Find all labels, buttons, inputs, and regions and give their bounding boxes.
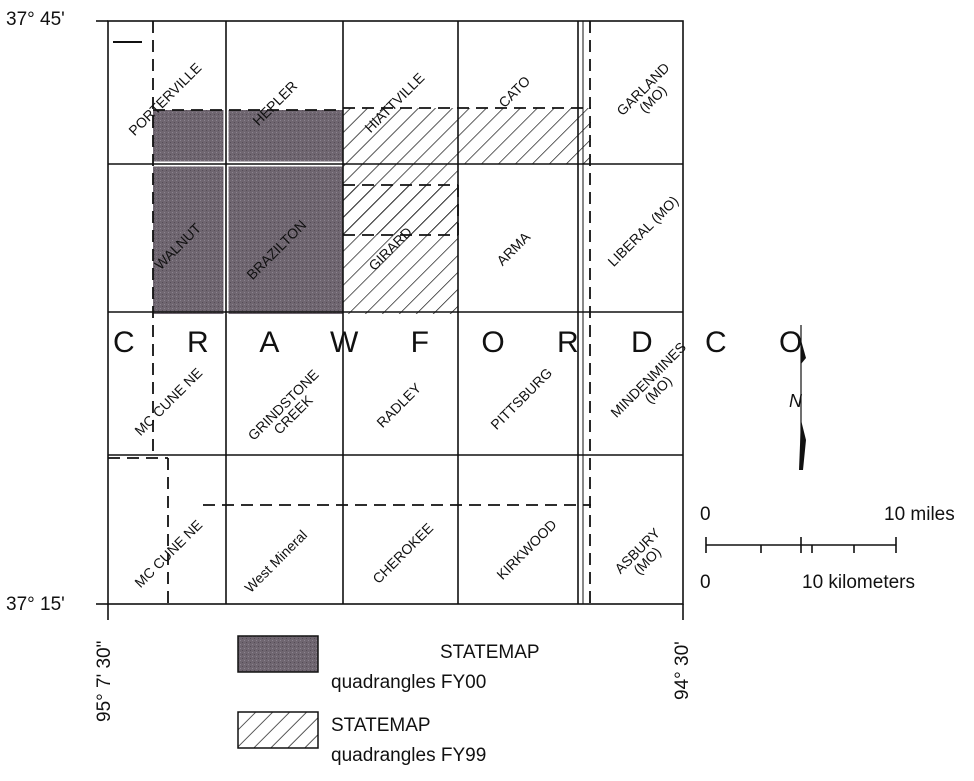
legend-fy99-title: STATEMAP <box>331 716 431 735</box>
scale-km-zero: 0 <box>700 573 711 592</box>
lat-bottom-label: 37° 15' <box>6 595 65 614</box>
lon-right-label: 94° 30' <box>673 641 692 700</box>
legend-swatch-fy00 <box>238 636 318 672</box>
legend-swatch-fy99 <box>238 712 318 748</box>
lon-left-label: 95° 7' 30" <box>95 641 114 722</box>
county-name: C R A W F O R D C O <box>113 328 824 358</box>
lat-top-label: 37° 45' <box>6 10 65 29</box>
fy00-area-hepler <box>153 110 343 164</box>
scale-km-label: 10 kilometers <box>802 573 915 592</box>
legend-fy00-subtitle: quadrangles FY00 <box>331 673 486 692</box>
north-label: N <box>789 392 802 410</box>
scale-miles-label: 10 miles <box>884 505 955 524</box>
scale-bar <box>706 537 896 553</box>
scale-miles-zero: 0 <box>700 505 711 524</box>
legend-fy00-title: STATEMAP <box>440 643 540 662</box>
legend-fy99-subtitle: quadrangles FY99 <box>331 746 486 765</box>
